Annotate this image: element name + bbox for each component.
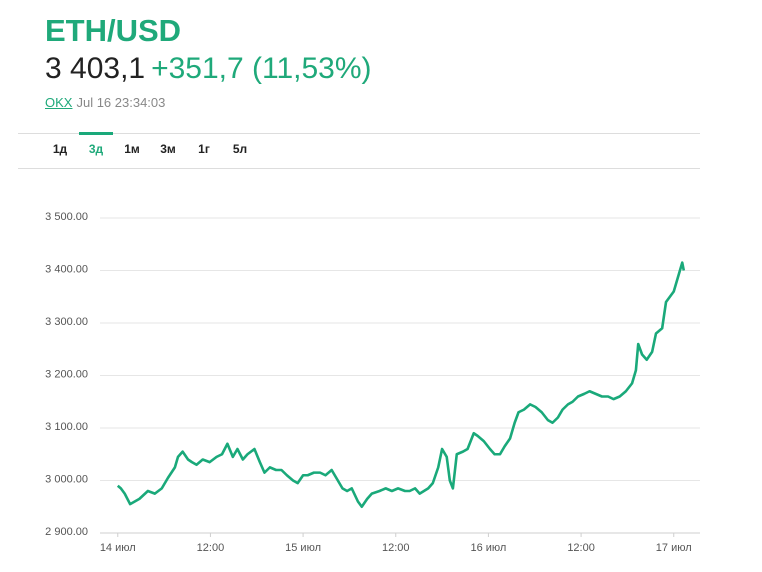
x-tick-label: 14 июл [100, 542, 136, 554]
period-tab[interactable]: 1г [198, 142, 210, 156]
period-tab[interactable]: 3д [88, 142, 104, 156]
y-tick-label: 3 300.00 [45, 316, 88, 328]
ticker-title: ETH/USD [45, 13, 182, 48]
period-tab[interactable]: 1д [52, 142, 68, 156]
y-tick-label: 3 100.00 [45, 421, 88, 433]
x-tick-label: 12:00 [567, 542, 595, 554]
x-tick-label: 12:00 [382, 542, 410, 554]
price-line [116, 261, 686, 509]
y-tick-label: 2 900.00 [45, 526, 88, 538]
y-tick-label: 3 400.00 [45, 263, 88, 275]
timestamp: Jul 16 23:34:03 [76, 95, 166, 110]
x-tick-label: 15 июл [285, 542, 321, 554]
period-tab[interactable]: 3м [160, 142, 176, 156]
x-tick-label: 12:00 [197, 542, 225, 554]
y-tick-label: 3 500.00 [45, 211, 88, 223]
period-tabs: 1д 3д 1м 3м 1г 5л [42, 142, 258, 156]
x-tick-label: 16 июл [470, 542, 506, 554]
price-change: +351,7 (11,53%) [151, 52, 372, 85]
y-tick-label: 3 200.00 [45, 368, 88, 380]
x-tick-label: 17 июл [656, 542, 692, 554]
price: 3 403,1 [45, 52, 146, 85]
active-tab-indicator [79, 132, 113, 135]
period-tab[interactable]: 1м [124, 142, 140, 156]
source-link[interactable]: OKX [45, 95, 73, 110]
y-tick-label: 3 000.00 [45, 473, 88, 485]
source-line: OKX Jul 16 23:34:03 [45, 95, 165, 110]
price-line: 3 403,1 +351,7 (11,53%) [45, 52, 372, 86]
period-tab[interactable]: 5л [232, 142, 248, 156]
